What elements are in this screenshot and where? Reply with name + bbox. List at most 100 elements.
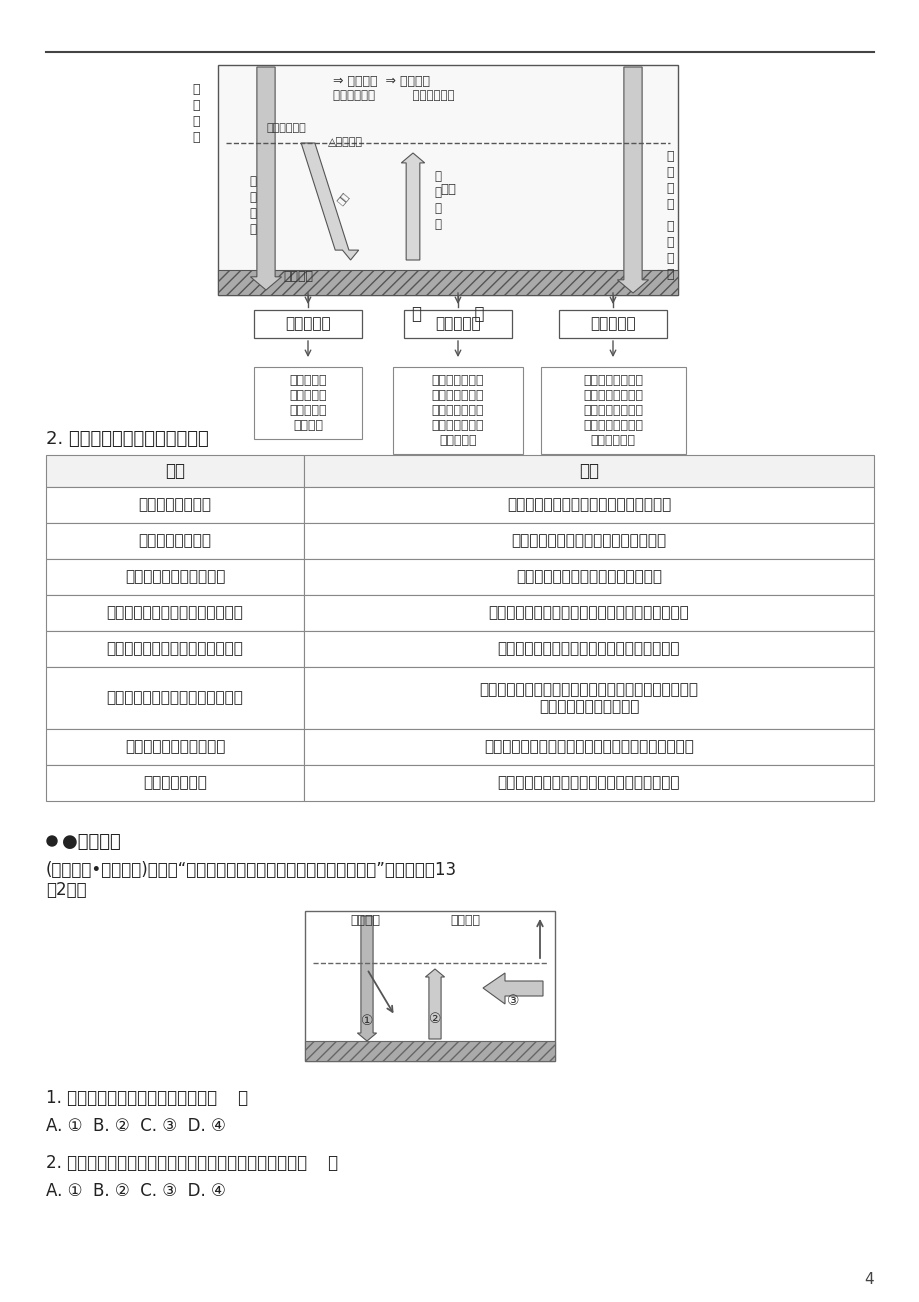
Text: ③: ③ [506, 993, 518, 1008]
Text: 量被大气吸收，: 量被大气吸收， [431, 419, 483, 432]
Bar [303, 667, 873, 729]
Text: 射向宇宙空间: 射向宇宙空间 [266, 122, 305, 133]
Text: 4: 4 [864, 1272, 873, 1286]
Text: 向: 向 [665, 236, 673, 249]
Text: 阴沉天空呈灰白色: 阴沉天空呈灰白色 [139, 534, 211, 548]
Text: A. ①  B. ②  C. ③  D. ④: A. ① B. ② C. ③ D. ④ [46, 1117, 226, 1135]
Text: 辐: 辐 [249, 207, 256, 220]
Polygon shape [301, 143, 358, 260]
Text: 太: 太 [249, 174, 256, 187]
Text: 晴朗天空呈蔚蓝色: 晴朗天空呈蔚蓝色 [139, 497, 211, 513]
Text: 辐射，它把大部分: 辐射，它把大部分 [583, 419, 642, 432]
Bar [303, 729, 873, 766]
Circle shape [47, 836, 57, 846]
Text: 阴天时，云层厚，大部分太阳光被反射: 阴天时，云层厚，大部分太阳光被反射 [511, 534, 666, 548]
Text: 题2题。: 题2题。 [46, 881, 86, 898]
Text: ⇒ 短波辐射  ⇒ 长波辐射: ⇒ 短波辐射 ⇒ 长波辐射 [333, 76, 429, 89]
Text: 气辐射，其中向下: 气辐射，其中向下 [583, 389, 642, 402]
Text: (２０１６•昆明期末)下图为“太阳辐射、地面辐射和大气辐射关系示意图”。读图完成13: (２０１６•昆明期末)下图为“太阳辐射、地面辐射和大气辐射关系示意图”。读图完成… [46, 861, 457, 879]
Text: 地面吸收: 地面吸收 [283, 270, 312, 283]
Bar [46, 454, 303, 487]
Text: ●跟踪训练: ●跟踪训练 [62, 833, 120, 852]
Text: 原因: 原因 [578, 462, 598, 480]
Text: A. ①  B. ②  C. ③  D. ④: A. ① B. ② C. ③ D. ④ [46, 1182, 226, 1200]
Text: 2. 深秋时节，用烟熰防御霜冻，主要是因为烟雾可增强（    ）: 2. 深秋时节，用烟熰防御霜冻，主要是因为烟雾可增强（ ） [46, 1154, 338, 1172]
Text: 利用烟雾防霜冻: 利用烟雾防霜冻 [143, 776, 207, 790]
Bar [46, 631, 303, 667]
Text: 气: 气 [665, 165, 673, 178]
Text: 射: 射 [434, 217, 441, 230]
Text: 大气还大地: 大气还大地 [590, 316, 635, 332]
Bar [303, 631, 873, 667]
Text: 阳: 阳 [249, 191, 256, 204]
Polygon shape [482, 973, 542, 1004]
Text: 地: 地 [434, 171, 441, 184]
Text: 辐射到达地: 辐射到达地 [289, 389, 326, 402]
Text: 吸收: 吸收 [335, 190, 350, 206]
Text: 辐: 辐 [665, 182, 673, 195]
Text: 大部分太阳: 大部分太阳 [289, 374, 326, 387]
Text: 收后增温: 收后增温 [292, 419, 323, 432]
Bar [303, 454, 873, 487]
Text: 射: 射 [192, 132, 199, 145]
Text: 太: 太 [192, 83, 199, 96]
Text: 面: 面 [665, 268, 673, 281]
Bar [559, 310, 666, 339]
Bar [305, 911, 554, 1061]
Text: 地面增温后形成: 地面增温后形成 [431, 374, 483, 387]
Text: 大气: 大气 [439, 184, 456, 197]
Text: 夜晚多云时的气温比夜晚晴天时高: 夜晚多云时的气温比夜晚晴天时高 [107, 642, 244, 656]
Bar [303, 595, 873, 631]
Text: 现象: 现象 [165, 462, 185, 480]
Text: 大地暖大气: 大地暖大气 [435, 316, 481, 332]
Polygon shape [401, 154, 425, 260]
Bar [540, 367, 686, 454]
Text: ②: ② [428, 1012, 441, 1026]
Bar [254, 367, 361, 439]
Text: 白天多云时的气温比白天晴天时低: 白天多云时的气温比白天晴天时低 [107, 605, 244, 621]
Text: 辐: 辐 [434, 202, 441, 215]
Text: 烟雾能增强大气逆辐射，减少地面热量的散失: 烟雾能增强大气逆辐射，减少地面热量的散失 [497, 776, 679, 790]
Text: 晴天时，太阳光中的蓝、紫色光易被散射: 晴天时，太阳光中的蓝、紫色光易被散射 [506, 497, 670, 513]
Text: 大: 大 [665, 150, 673, 163]
Bar [218, 65, 677, 296]
Text: 太阳暖大地: 太阳暖大地 [285, 316, 331, 332]
Bar [303, 559, 873, 595]
Text: 多云时，云层反射作用强，到达地面的太阳辐射少: 多云时，云层反射作用强，到达地面的太阳辐射少 [488, 605, 688, 621]
Text: 射: 射 [665, 220, 673, 233]
Text: 面，地面吸: 面，地面吸 [289, 404, 326, 417]
Text: 过          程: 过 程 [412, 305, 483, 323]
Text: 使大气增温: 使大气增温 [438, 434, 476, 447]
Bar [305, 1042, 554, 1061]
Bar [46, 766, 303, 801]
Text: 大气上界: 大气上界 [449, 914, 480, 927]
Bar [46, 667, 303, 729]
Text: 2. 大气受热过程在生活中的应用: 2. 大气受热过程在生活中的应用 [46, 430, 209, 448]
Polygon shape [250, 66, 281, 290]
Text: 大气增温后形成大: 大气增温后形成大 [583, 374, 642, 387]
Text: 射: 射 [249, 223, 256, 236]
Bar [403, 310, 512, 339]
Text: 大气的散射作用改变了太阳光的方向: 大气的散射作用改变了太阳光的方向 [516, 569, 662, 585]
Polygon shape [425, 969, 444, 1039]
Text: 秋冬季节霜冻多出现在晴朗的夜晚: 秋冬季节霜冻多出现在晴朗的夜晚 [107, 690, 244, 706]
Text: △大气上界: △大气上界 [328, 137, 363, 147]
Text: 日出前、日落后天空明亮: 日出前、日落后天空明亮 [125, 569, 225, 585]
Bar [46, 487, 303, 523]
Bar [303, 766, 873, 801]
Bar [46, 729, 303, 766]
Bar [46, 559, 303, 595]
Text: 地: 地 [665, 253, 673, 266]
Text: 辐: 辐 [192, 115, 199, 128]
Text: ①: ① [360, 1014, 373, 1029]
Bar [218, 270, 677, 296]
Polygon shape [357, 917, 376, 1042]
Text: 晴朗夜晚，大气逆辐射弱，热量散失多，地面气温低，: 晴朗夜晚，大气逆辐射弱，热量散失多，地面气温低， [479, 682, 698, 697]
Bar [46, 523, 303, 559]
Bar [303, 487, 873, 523]
Text: 夜晚多云时，大气逆辐射强，地面散失热量少: 夜晚多云时，大气逆辐射强，地面散失热量少 [497, 642, 679, 656]
Text: 1. 对流层大气热量主要直接来源于（    ）: 1. 对流层大气热量主要直接来源于（ ） [46, 1088, 248, 1107]
Text: 太阳辐射: 太阳辐射 [349, 914, 380, 927]
Polygon shape [617, 66, 648, 293]
Text: 射: 射 [665, 198, 673, 211]
